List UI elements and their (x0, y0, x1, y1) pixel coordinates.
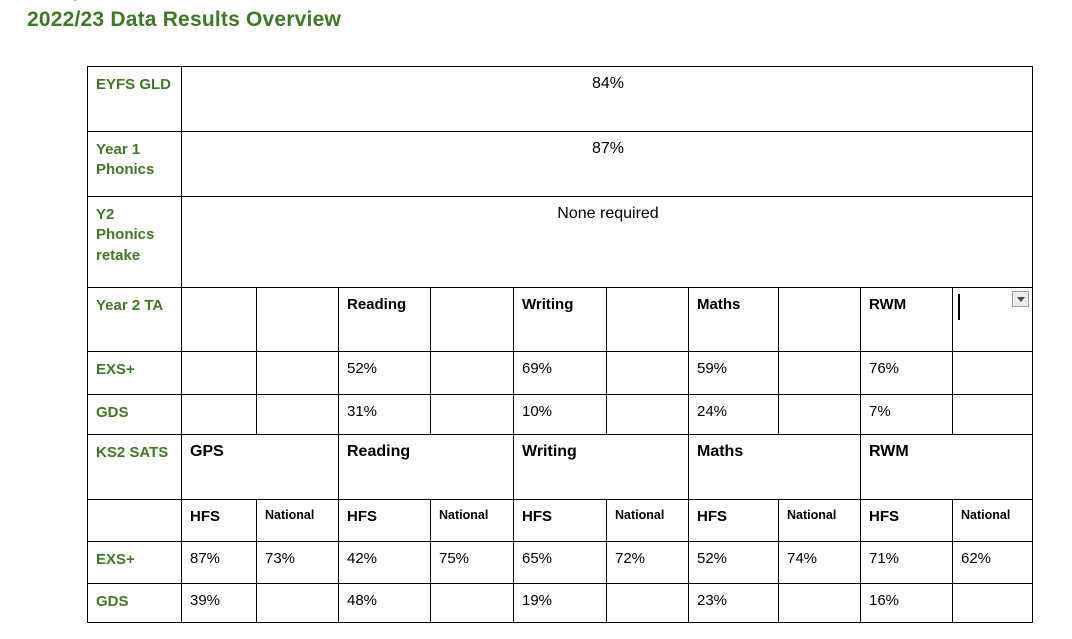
value-eyfs-gld: 84% (181, 66, 1033, 132)
table-row: Y2 Phonics retake None required (87, 196, 1033, 288)
table-cell: 19% (513, 583, 607, 623)
table-cell (256, 351, 339, 395)
table-row: Year 2 TA Reading Writing Maths RWM (87, 287, 1033, 352)
table-row: GDS 39% 48% 19% 23% 16% (87, 583, 1033, 623)
col-header-reading: Reading (338, 287, 431, 352)
row-label-gds-ta: GDS (87, 394, 182, 435)
table-cell (430, 287, 514, 352)
table-cell (256, 583, 339, 623)
group-header-reading: Reading (338, 434, 514, 500)
table-cell (256, 287, 339, 352)
data-results-table: EYFS GLD 84% Year 1 Phonics 87% Y2 Phonics r… (87, 66, 1033, 623)
table-cell: 52% (338, 351, 431, 395)
text-cursor (958, 294, 960, 320)
group-header-writing: Writing (513, 434, 689, 500)
table-cell (87, 499, 182, 542)
col-header-rwm: RWM (860, 287, 953, 352)
table-cell (430, 394, 514, 435)
group-header-rwm: RWM (860, 434, 1033, 500)
sub-header-hfs: HFS (181, 499, 257, 542)
row-label-ks2-sats: KS2 SATS (87, 434, 182, 500)
table-cell: 87% (181, 541, 257, 584)
table-cell (430, 351, 514, 395)
table-cell: 71% (860, 541, 953, 584)
value-y2-phonics-retake: None required (181, 196, 1033, 288)
col-header-maths: Maths (688, 287, 779, 352)
table-row: Year 1 Phonics 87% (87, 131, 1033, 197)
chevron-down-icon (1016, 296, 1025, 302)
sub-header-national: National (778, 499, 861, 542)
active-edit-cell[interactable] (952, 287, 1033, 352)
table-cell: 7% (860, 394, 953, 435)
table-cell (606, 287, 689, 352)
table-cell: 10% (513, 394, 607, 435)
page-title: 2022/23 Data Results Overview (27, 8, 341, 31)
table-row: GDS 31% 10% 24% 7% (87, 394, 1033, 435)
table-cell: 52% (688, 541, 779, 584)
table-cell (952, 583, 1033, 623)
table-cell: 23% (688, 583, 779, 623)
table-row: EXS+ 87% 73% 42% 75% 65% 72% 52% 74% 71% 62% (87, 541, 1033, 584)
sub-header-national: National (430, 499, 514, 542)
table-cell: 76% (860, 351, 953, 395)
table-cell: 74% (778, 541, 861, 584)
row-label-year1-phonics: Year 1 Phonics (87, 131, 182, 197)
table-cell: 62% (952, 541, 1033, 584)
table-cell: 42% (338, 541, 431, 584)
table-cell (778, 394, 861, 435)
table-cell (181, 351, 257, 395)
row-label-eyfs-gld: EYFS GLD (87, 66, 182, 132)
table-cell (778, 287, 861, 352)
value-year1-phonics: 87% (181, 131, 1033, 197)
table-cell (606, 351, 689, 395)
col-header-writing: Writing (513, 287, 607, 352)
row-label-exs-ks2: EXS+ (87, 541, 182, 584)
table-cell (952, 351, 1033, 395)
table-cell: 39% (181, 583, 257, 623)
sub-header-hfs: HFS (513, 499, 607, 542)
sub-header-hfs: HFS (338, 499, 431, 542)
table-row: EYFS GLD 84% (87, 66, 1033, 132)
table-row: HFS National HFS National HFS National HFS Nati… (87, 499, 1033, 542)
table-cell (778, 583, 861, 623)
clipped-text-above: 2022/23 Data Results Overview (27, 0, 447, 5)
sub-header-hfs: HFS (860, 499, 953, 542)
sub-header-national: National (952, 499, 1033, 542)
sub-header-national: National (256, 499, 339, 542)
dropdown-button[interactable] (1012, 291, 1029, 307)
table-cell (778, 351, 861, 395)
table-cell: 24% (688, 394, 779, 435)
sub-header-national: National (606, 499, 689, 542)
table-cell: 75% (430, 541, 514, 584)
table-cell: 69% (513, 351, 607, 395)
group-header-gps: GPS (181, 434, 339, 500)
row-label-gds-ks2: GDS (87, 583, 182, 623)
table-cell: 16% (860, 583, 953, 623)
table-cell (181, 287, 257, 352)
table-cell (952, 394, 1033, 435)
table-cell: 31% (338, 394, 431, 435)
table-cell: 73% (256, 541, 339, 584)
sub-header-hfs: HFS (688, 499, 779, 542)
table-cell: 48% (338, 583, 431, 623)
table-cell (256, 394, 339, 435)
row-label-y2-phonics-retake: Y2 Phonics retake (87, 196, 182, 288)
table-cell (430, 583, 514, 623)
table-cell (181, 394, 257, 435)
table-cell (606, 583, 689, 623)
row-label-year2-ta: Year 2 TA (87, 287, 182, 352)
table-row: EXS+ 52% 69% 59% 76% (87, 351, 1033, 395)
group-header-maths: Maths (688, 434, 861, 500)
table-cell: 65% (513, 541, 607, 584)
row-label-exs-ta: EXS+ (87, 351, 182, 395)
table-cell: 72% (606, 541, 689, 584)
table-cell: 59% (688, 351, 779, 395)
table-row: KS2 SATS GPS Reading Writing Maths RWM (87, 434, 1033, 500)
table-cell (606, 394, 689, 435)
